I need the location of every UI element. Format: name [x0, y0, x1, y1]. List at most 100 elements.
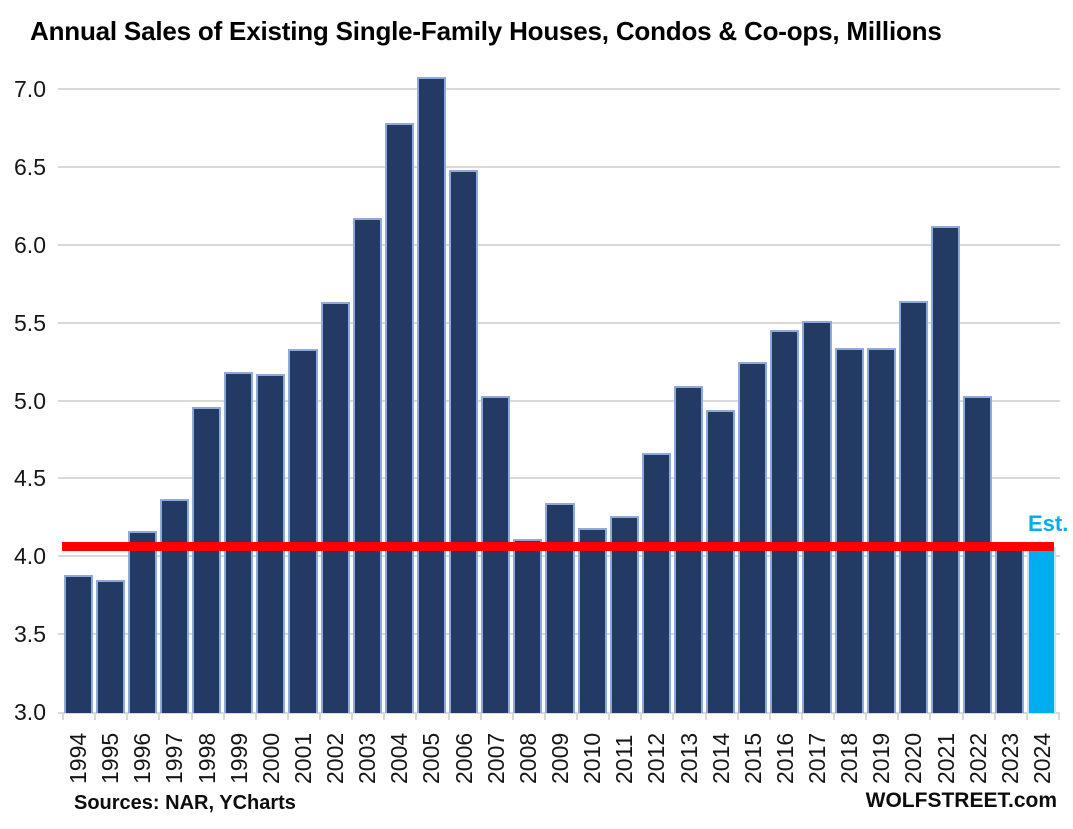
x-axis-tick	[993, 714, 996, 720]
y-tick-label-5.5: 5.5	[14, 309, 46, 336]
x-tick-label-2010: 2010	[579, 732, 606, 784]
y-tick-label-6.5: 6.5	[14, 153, 46, 180]
bar-2016	[770, 330, 800, 713]
x-tick-label-2007: 2007	[482, 732, 509, 784]
bar-2018	[834, 347, 864, 713]
x-axis-tick	[126, 714, 129, 720]
y-tick-label-3.0: 3.0	[14, 699, 46, 725]
x-axis-tick	[800, 714, 803, 720]
bar-2015	[738, 361, 768, 713]
bar-2001	[288, 349, 318, 713]
x-axis-tick	[1058, 714, 1060, 720]
y-tick-label-5.0: 5.0	[14, 387, 46, 414]
x-tick-label-2006: 2006	[450, 732, 477, 784]
bar-2003	[352, 218, 382, 713]
branding-wolfstreet: WOLFSTREET.com	[865, 789, 1057, 812]
gridline-6.5	[58, 165, 1060, 168]
x-axis-tick	[254, 714, 257, 720]
x-tick-label-2005: 2005	[418, 732, 445, 784]
x-tick-label-2012: 2012	[643, 732, 670, 784]
x-axis-tick	[672, 714, 675, 720]
x-axis-tick	[704, 714, 707, 720]
x-tick-label-2008: 2008	[514, 732, 541, 784]
x-tick-label-2002: 2002	[322, 732, 349, 784]
x-tick-label-2009: 2009	[547, 732, 573, 784]
bar-2021	[930, 226, 961, 713]
x-tick-label-2018: 2018	[836, 732, 863, 784]
x-axis-tick	[961, 714, 964, 720]
bar-2008	[513, 539, 543, 713]
x-axis-tick	[94, 714, 97, 720]
gridline-4.5	[58, 477, 1060, 480]
gridline-5.5	[58, 321, 1060, 324]
bar-2012	[641, 453, 671, 713]
x-axis-tick	[1025, 714, 1028, 720]
bar-1998	[192, 406, 222, 713]
gridline-5.0	[58, 399, 1060, 402]
bar-2019	[866, 347, 896, 713]
x-tick-label-2014: 2014	[707, 732, 734, 784]
x-axis-tick	[543, 714, 546, 720]
x-axis-tick	[608, 714, 611, 720]
x-tick-label-2001: 2001	[289, 732, 316, 784]
x-tick-label-2016: 2016	[771, 732, 798, 784]
x-tick-label-1995: 1995	[97, 732, 124, 784]
chart-title: Annual Sales of Existing Single-Family H…	[30, 16, 942, 46]
bar-2002	[320, 302, 350, 713]
bar-2005	[416, 76, 447, 713]
y-tick-label-4.5: 4.5	[14, 465, 46, 492]
bar-1997	[159, 498, 189, 713]
x-tick-label-2004: 2004	[386, 732, 413, 784]
bar-2009	[545, 503, 575, 713]
x-axis-tick	[865, 714, 868, 720]
x-tick-label-2022: 2022	[964, 732, 991, 784]
est-annotation: Est.	[1028, 511, 1069, 536]
x-tick-label-1994: 1994	[65, 732, 92, 784]
y-tick-label-4.0: 4.0	[14, 543, 46, 570]
gridline-7.0	[58, 88, 1060, 90]
x-tick-label-2011: 2011	[611, 734, 638, 784]
bar-2004	[384, 123, 414, 713]
x-tick-label-1996: 1996	[129, 732, 156, 784]
x-axis-tick	[158, 714, 161, 720]
x-axis-tick	[383, 714, 386, 720]
bar-2024	[1027, 546, 1057, 713]
x-axis-tick	[768, 714, 771, 720]
red-reference-line	[62, 542, 1054, 552]
x-axis-tick	[286, 714, 289, 720]
x-axis-tick	[319, 714, 322, 720]
x-axis-line	[58, 712, 1060, 714]
bar-1994	[63, 574, 93, 713]
x-tick-label-2015: 2015	[739, 732, 766, 784]
x-axis-tick	[190, 714, 193, 720]
bar-2022	[963, 395, 993, 713]
x-axis-tick	[479, 714, 482, 720]
y-tick-label-3.5: 3.5	[14, 621, 46, 648]
x-axis-tick	[222, 714, 225, 720]
y-tick-label-7.0: 7.0	[14, 76, 46, 102]
bar-2010	[577, 528, 607, 713]
bar-2020	[898, 300, 928, 713]
x-axis-tick	[897, 714, 900, 720]
x-axis-tick	[62, 714, 64, 720]
x-tick-label-1997: 1997	[161, 732, 188, 784]
x-tick-label-2021: 2021	[932, 732, 959, 784]
bar-1996	[127, 531, 157, 713]
bar-2006	[449, 169, 479, 713]
y-tick-label-6.0: 6.0	[14, 231, 46, 258]
x-axis-tick	[576, 714, 579, 720]
source-note: Sources: NAR, YCharts	[74, 792, 296, 814]
gridline-6.0	[58, 243, 1060, 246]
bar-2023	[995, 542, 1025, 713]
x-axis-tick	[351, 714, 354, 720]
x-axis-tick	[415, 714, 418, 720]
bar-2007	[481, 395, 511, 713]
x-tick-label-1999: 1999	[225, 732, 252, 784]
x-axis-tick	[929, 714, 932, 720]
x-axis-tick	[640, 714, 643, 720]
x-axis-tick	[833, 714, 836, 720]
x-tick-label-2024: 2024	[1028, 732, 1055, 784]
bar-2017	[802, 321, 832, 713]
